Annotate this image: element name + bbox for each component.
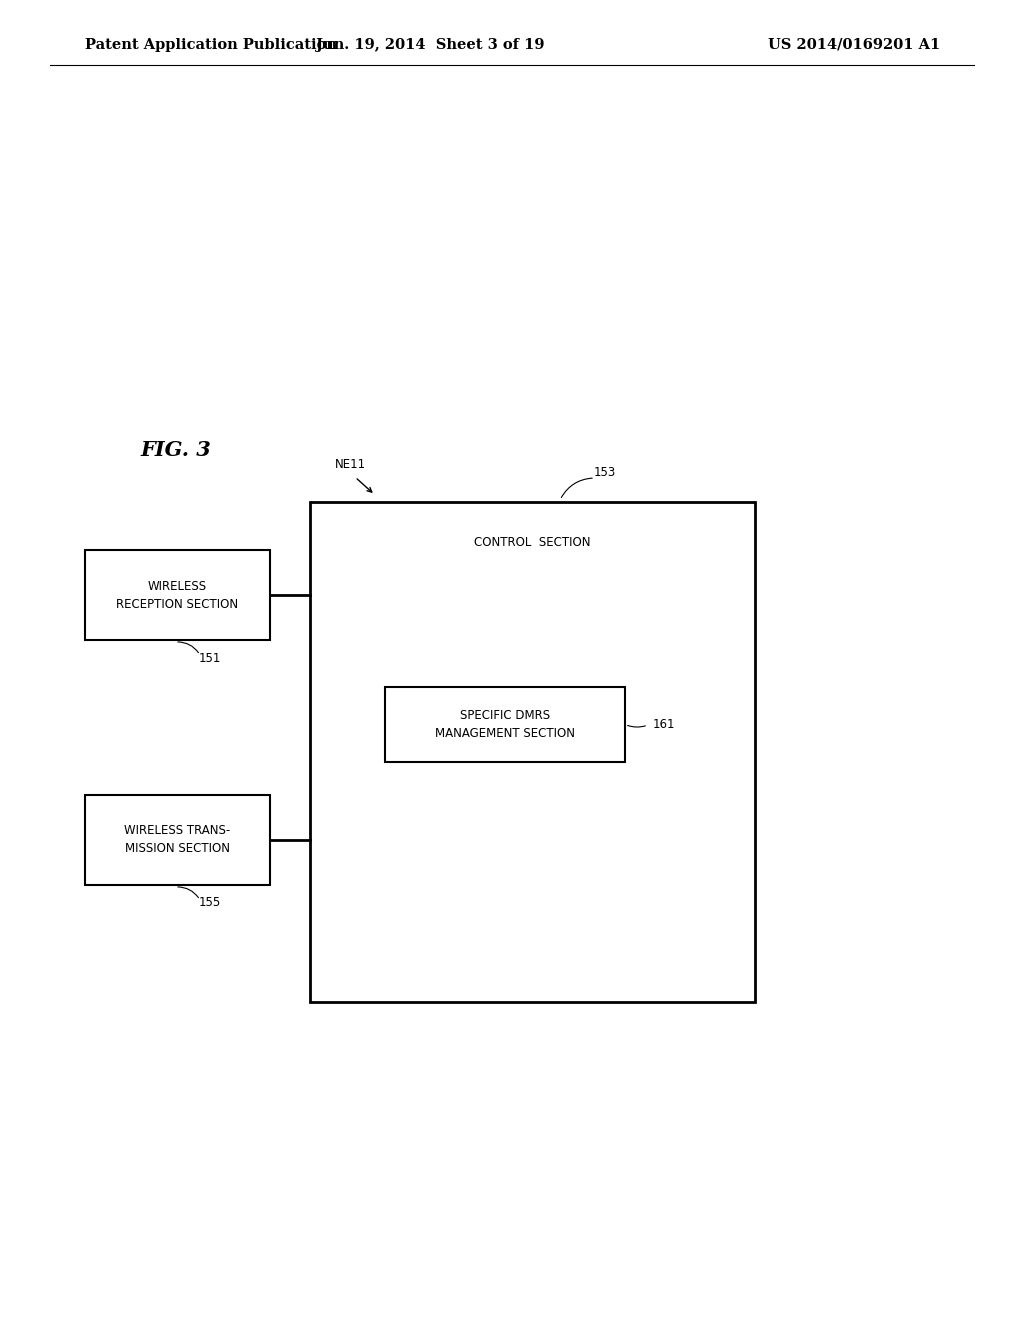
- Text: CONTROL  SECTION: CONTROL SECTION: [474, 536, 591, 549]
- Text: 151: 151: [199, 652, 221, 664]
- Text: WIRELESS TRANS-
MISSION SECTION: WIRELESS TRANS- MISSION SECTION: [124, 825, 230, 855]
- Bar: [385, 686, 625, 762]
- Text: Jun. 19, 2014  Sheet 3 of 19: Jun. 19, 2014 Sheet 3 of 19: [315, 38, 544, 51]
- Text: SPECIFIC DMRS
MANAGEMENT SECTION: SPECIFIC DMRS MANAGEMENT SECTION: [435, 709, 575, 741]
- Bar: [85, 795, 270, 884]
- Bar: [85, 550, 270, 640]
- Text: Patent Application Publication: Patent Application Publication: [85, 38, 337, 51]
- Text: 161: 161: [653, 718, 676, 731]
- Text: 155: 155: [199, 895, 221, 908]
- Text: US 2014/0169201 A1: US 2014/0169201 A1: [768, 38, 940, 51]
- Text: FIG. 3: FIG. 3: [140, 440, 211, 459]
- Text: 153: 153: [594, 466, 616, 479]
- Text: NE11: NE11: [335, 458, 366, 471]
- Bar: [310, 502, 755, 1002]
- Text: WIRELESS
RECEPTION SECTION: WIRELESS RECEPTION SECTION: [117, 579, 239, 610]
